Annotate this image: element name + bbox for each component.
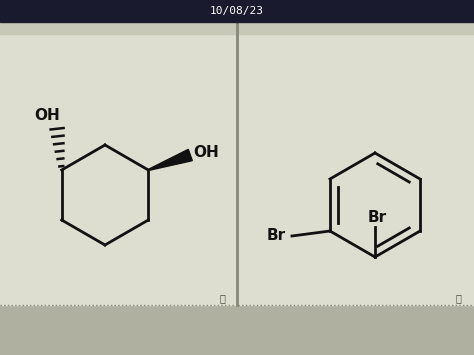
Text: OH: OH [34,108,60,122]
Bar [0,34,236,305]
Bar [238,34,474,305]
Text: Br: Br [367,209,387,224]
Text: ⤡: ⤡ [219,293,225,303]
Text: Br: Br [266,229,285,244]
Text: OH: OH [193,146,219,160]
Bar [0,22,474,34]
Text: 10/08/23: 10/08/23 [210,6,264,16]
Polygon shape [148,149,192,170]
Bar [0,0,474,22]
Text: ⤡: ⤡ [455,293,461,303]
